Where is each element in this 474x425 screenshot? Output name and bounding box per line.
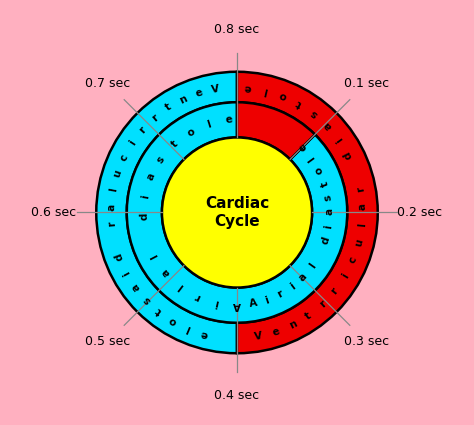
- Wedge shape: [127, 102, 347, 323]
- Text: s: s: [155, 154, 167, 165]
- Text: a: a: [130, 281, 142, 292]
- Text: u: u: [112, 169, 124, 179]
- Text: i: i: [121, 269, 132, 276]
- Text: i: i: [264, 295, 270, 306]
- Text: o: o: [168, 314, 179, 327]
- Text: d: d: [342, 150, 355, 161]
- Text: 0.5 sec: 0.5 sec: [85, 335, 130, 348]
- Text: A: A: [233, 300, 241, 310]
- Text: a: a: [325, 208, 335, 215]
- Text: 0.4 sec: 0.4 sec: [214, 389, 260, 402]
- Text: r: r: [276, 289, 285, 300]
- Text: t: t: [295, 98, 304, 109]
- Text: i: i: [334, 135, 344, 144]
- Text: 0.7 sec: 0.7 sec: [85, 76, 130, 90]
- Text: n: n: [287, 319, 299, 331]
- Text: c: c: [118, 153, 130, 163]
- Text: t: t: [154, 306, 164, 317]
- Text: e: e: [194, 87, 204, 99]
- Text: o: o: [313, 165, 326, 176]
- Text: e: e: [244, 82, 252, 93]
- Text: s: s: [141, 294, 153, 305]
- Text: o: o: [185, 126, 196, 139]
- Wedge shape: [96, 72, 237, 353]
- Text: r: r: [107, 221, 117, 227]
- Text: t: t: [319, 180, 330, 187]
- Text: l: l: [108, 187, 119, 193]
- Text: d: d: [139, 212, 150, 221]
- Text: i: i: [340, 272, 350, 280]
- Text: i: i: [140, 194, 151, 199]
- Text: t: t: [164, 102, 173, 113]
- Wedge shape: [237, 72, 378, 353]
- Text: d: d: [319, 235, 331, 246]
- Text: i: i: [288, 282, 297, 292]
- Text: r: r: [193, 291, 202, 302]
- Text: V: V: [210, 83, 220, 94]
- Text: l: l: [185, 323, 192, 334]
- Text: e: e: [225, 115, 233, 125]
- Text: 0.8 sec: 0.8 sec: [214, 23, 260, 36]
- Text: i: i: [323, 224, 334, 229]
- Text: a: a: [297, 271, 310, 283]
- Text: o: o: [278, 90, 288, 102]
- Text: l: l: [263, 85, 269, 96]
- Text: r: r: [149, 112, 160, 123]
- Text: 0.3 sec: 0.3 sec: [344, 335, 389, 348]
- Text: e: e: [296, 141, 309, 153]
- Text: 0.6 sec: 0.6 sec: [31, 206, 77, 219]
- Text: a: a: [357, 203, 367, 211]
- Text: l: l: [307, 153, 317, 162]
- Text: l: l: [308, 262, 318, 270]
- Text: r: r: [137, 125, 148, 135]
- Text: a: a: [107, 203, 117, 211]
- Text: a: a: [160, 266, 172, 278]
- Text: e: e: [271, 326, 281, 337]
- Text: s: s: [323, 194, 334, 201]
- Text: t: t: [304, 310, 313, 321]
- Text: l: l: [357, 223, 367, 227]
- Text: t: t: [169, 139, 180, 150]
- Text: 0.1 sec: 0.1 sec: [344, 76, 389, 90]
- Text: s: s: [309, 108, 320, 119]
- Text: r: r: [355, 186, 365, 193]
- Text: e: e: [200, 328, 209, 340]
- Text: i: i: [127, 139, 137, 147]
- Circle shape: [162, 137, 312, 288]
- Text: d: d: [114, 252, 126, 262]
- Wedge shape: [237, 102, 315, 159]
- Text: a: a: [146, 172, 157, 182]
- Text: a: a: [321, 120, 334, 132]
- Text: A: A: [248, 298, 258, 309]
- Text: c: c: [347, 255, 359, 265]
- Text: 0.2 sec: 0.2 sec: [397, 206, 443, 219]
- Text: r: r: [329, 286, 340, 296]
- Text: V: V: [254, 331, 264, 342]
- Text: u: u: [353, 238, 365, 248]
- Text: n: n: [177, 93, 189, 105]
- Text: Cardiac
Cycle: Cardiac Cycle: [205, 196, 269, 229]
- Text: r: r: [317, 299, 328, 310]
- Text: i: i: [214, 298, 220, 308]
- Text: l: l: [206, 119, 212, 130]
- Text: l: l: [149, 251, 160, 259]
- Text: l: l: [176, 281, 185, 291]
- Text: AS: AS: [257, 118, 280, 133]
